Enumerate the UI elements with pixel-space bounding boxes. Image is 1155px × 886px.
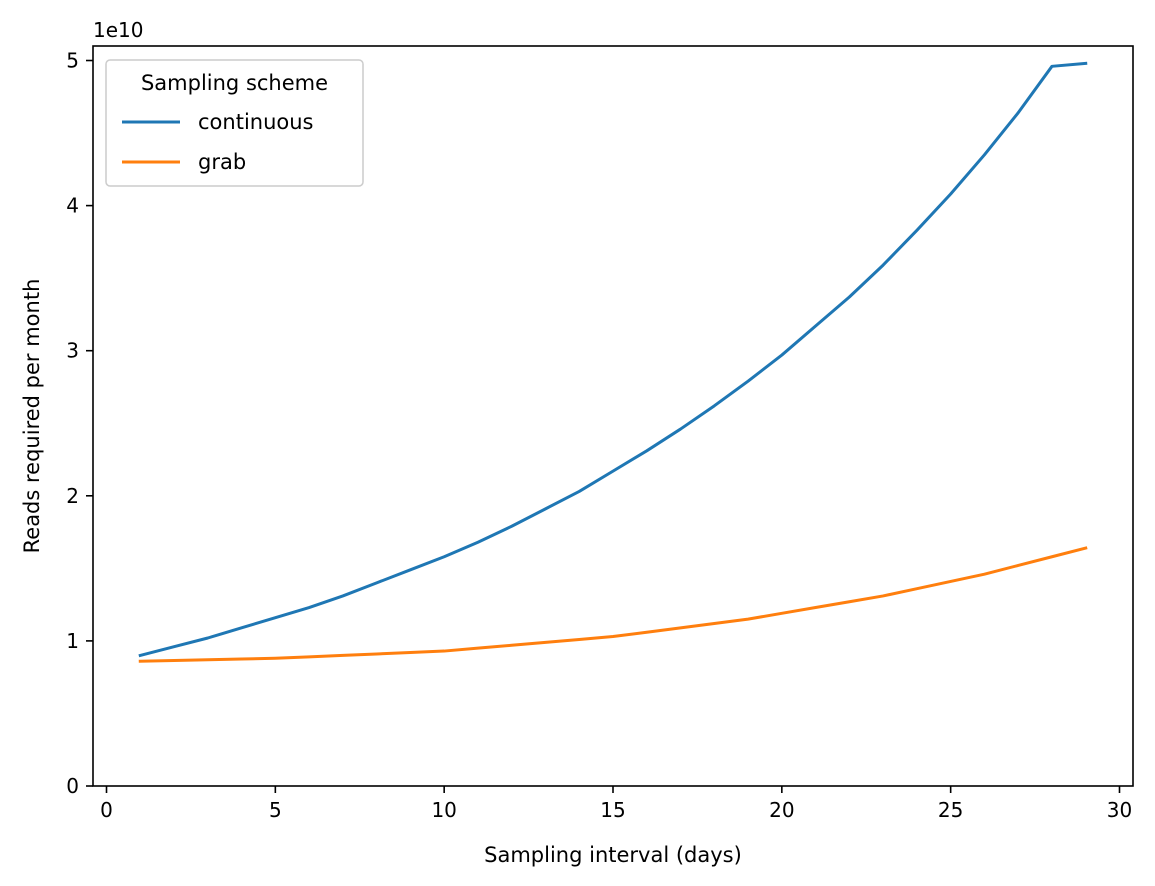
x-tick-label: 0	[100, 798, 113, 822]
x-tick-label: 5	[269, 798, 282, 822]
x-tick-label: 25	[938, 798, 963, 822]
legend-label-grab: grab	[198, 150, 246, 174]
y-tick-label: 2	[66, 484, 79, 508]
y-axis-ticks: 0 1 2 3 4 5	[66, 49, 93, 798]
legend-label-continuous: continuous	[198, 110, 314, 134]
x-tick-label: 10	[431, 798, 456, 822]
y-axis-label: Reads required per month	[20, 279, 44, 554]
legend-box	[105, 59, 364, 187]
y-tick-label: 0	[66, 774, 79, 798]
y-tick-label: 1	[66, 629, 79, 653]
legend: Sampling scheme continuous grab	[105, 59, 364, 187]
y-tick-label: 4	[66, 194, 79, 218]
series-layer	[138, 61, 1088, 663]
series-line-continuous	[138, 61, 1088, 658]
legend-entries: continuous grab	[122, 110, 314, 174]
y-tick-label: 5	[66, 49, 79, 73]
legend-title: Sampling scheme	[141, 71, 328, 95]
y-axis-offset-label: 1e10	[93, 18, 143, 42]
x-axis-ticks: 0 5 10 15 20 25 30	[100, 786, 1132, 822]
x-tick-label: 30	[1107, 798, 1132, 822]
y-tick-label: 3	[66, 339, 79, 363]
series-line-grab	[138, 546, 1088, 663]
x-tick-label: 15	[600, 798, 625, 822]
x-tick-label: 20	[769, 798, 794, 822]
x-axis-label: Sampling interval (days)	[484, 843, 742, 867]
